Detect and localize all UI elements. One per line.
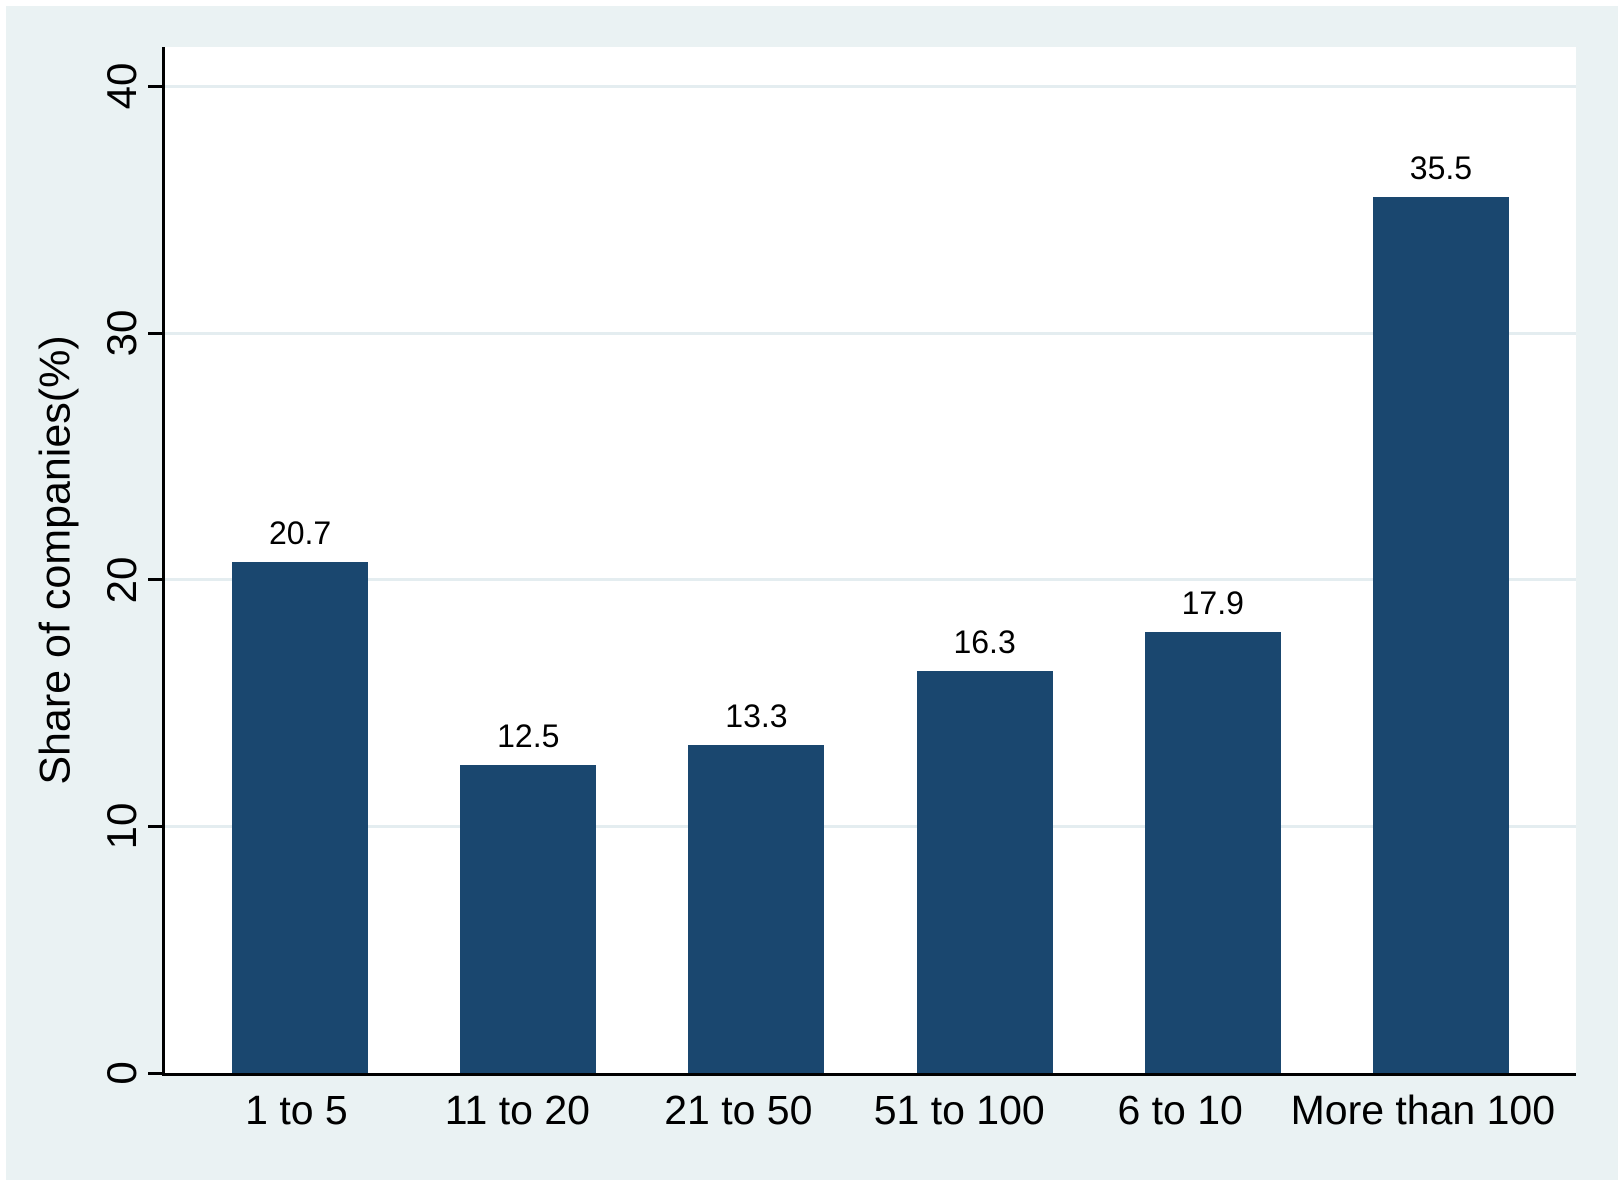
bar-value-label: 35.5 bbox=[1409, 150, 1473, 187]
bar-value-label: 12.5 bbox=[497, 717, 560, 754]
gridline bbox=[165, 84, 1576, 88]
plot-area: 0 10 20 30 40 20.7 12.5 13.3 16.3 17.9 35.5 bbox=[98, 47, 1576, 1085]
figure-background: 0 10 20 30 40 20.7 12.5 13.3 16.3 17.9 35.5 Share… bbox=[6, 6, 1618, 1180]
y-tick bbox=[148, 578, 165, 582]
y-tick bbox=[148, 1071, 165, 1075]
x-category-label: More than 100 bbox=[1290, 1087, 1556, 1133]
x-category-label: 11 to 20 bbox=[444, 1087, 590, 1133]
bar-slot: 13.3 bbox=[642, 47, 870, 1073]
y-tick bbox=[148, 84, 165, 88]
bar bbox=[460, 764, 597, 1073]
x-axis-line bbox=[162, 1073, 1576, 1076]
y-tick bbox=[148, 824, 165, 828]
gridline bbox=[165, 331, 1576, 335]
gridline bbox=[165, 578, 1576, 582]
bar bbox=[1372, 197, 1509, 1073]
bar-value-label: 20.7 bbox=[268, 515, 332, 552]
bar-slot: 20.7 bbox=[186, 47, 414, 1073]
bar bbox=[916, 671, 1053, 1073]
x-category-label: 51 to 100 bbox=[873, 1087, 1045, 1133]
bar-slot: 12.5 bbox=[414, 47, 642, 1073]
y-tick-label: 30 bbox=[98, 309, 145, 357]
x-category-labels-row: 1 to 5 11 to 20 21 to 50 51 to 100 6 to 10 Mo… bbox=[165, 1087, 1576, 1133]
x-category-label: 21 to 50 bbox=[664, 1087, 813, 1133]
bar-value-label: 17.9 bbox=[1181, 584, 1244, 621]
y-axis-line bbox=[162, 47, 165, 1076]
bar-value-label: 13.3 bbox=[725, 697, 788, 734]
bar-value-label: 16.3 bbox=[953, 624, 1016, 660]
y-tick bbox=[148, 331, 165, 335]
x-category-label: 6 to 10 bbox=[1117, 1087, 1243, 1133]
bar bbox=[688, 744, 825, 1073]
gridline bbox=[165, 824, 1576, 828]
bar-slot: 17.9 bbox=[1099, 47, 1327, 1073]
y-tick-label: 20 bbox=[98, 556, 145, 604]
bars-layer: 20.7 12.5 13.3 16.3 17.9 35.5 bbox=[165, 47, 1576, 1073]
bar-slot: 35.5 bbox=[1327, 47, 1555, 1073]
y-tick-label: 0 bbox=[98, 1061, 145, 1085]
y-axis-title: Share of companies(%) bbox=[31, 335, 80, 785]
y-tick-label: 10 bbox=[98, 803, 145, 850]
y-tick-label: 40 bbox=[98, 63, 145, 110]
bar bbox=[1144, 631, 1281, 1073]
bar bbox=[232, 562, 369, 1073]
x-category-label: 1 to 5 bbox=[245, 1087, 348, 1133]
bar-slot: 16.3 bbox=[871, 47, 1099, 1073]
